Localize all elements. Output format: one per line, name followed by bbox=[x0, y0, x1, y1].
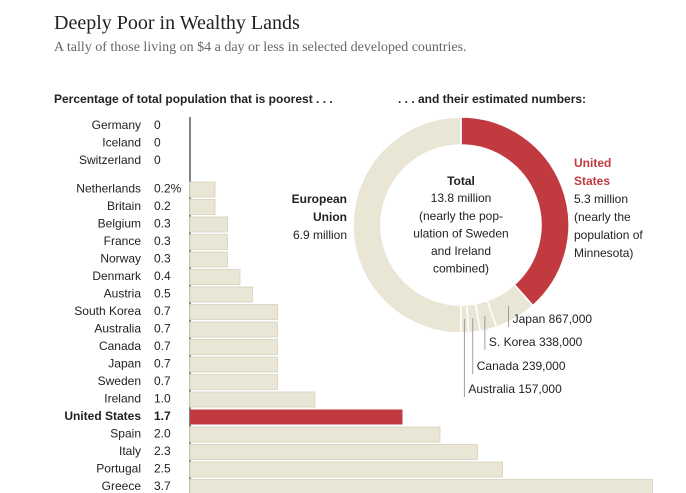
category-label: Sweden bbox=[98, 374, 141, 388]
us-label: United States 5.3 million (nearly the popul… bbox=[574, 154, 643, 262]
category-label: Greece bbox=[102, 479, 142, 493]
segment-label: Australia 157,000 bbox=[468, 382, 562, 396]
bar bbox=[189, 374, 278, 390]
bar bbox=[189, 251, 228, 268]
donut-segment bbox=[460, 116, 570, 307]
bar bbox=[189, 234, 228, 250]
value-label: 1.0 bbox=[154, 392, 171, 406]
segment-label: S. Korea 338,000 bbox=[489, 335, 583, 349]
category-label: Denmark bbox=[92, 269, 142, 283]
category-label: Austria bbox=[104, 287, 142, 301]
donut-segment bbox=[352, 116, 462, 334]
value-label: 0.7 bbox=[154, 357, 171, 371]
value-label: 0.7 bbox=[154, 304, 171, 318]
bar bbox=[189, 321, 278, 338]
category-label: Norway bbox=[100, 252, 141, 266]
segment-label: Japan 867,000 bbox=[513, 312, 593, 326]
category-label: Spain bbox=[110, 427, 141, 441]
segment-value: 867,000 bbox=[549, 312, 593, 326]
bar bbox=[189, 199, 216, 215]
segment-value: 6.9 million bbox=[292, 228, 347, 242]
segment-name: United States bbox=[574, 156, 612, 188]
segment-value: 239,000 bbox=[522, 359, 566, 373]
donut-title: . . . and their estimated numbers: bbox=[398, 92, 586, 106]
value-label: 0 bbox=[154, 153, 161, 167]
page-title: Deeply Poor in Wealthy Lands bbox=[54, 12, 300, 34]
value-label: 0.7 bbox=[154, 374, 171, 388]
category-label: South Korea bbox=[74, 304, 141, 318]
segment-label: Canada 239,000 bbox=[477, 359, 566, 373]
value-label: 0.7 bbox=[154, 322, 171, 336]
value-label: 0.3 bbox=[154, 217, 171, 231]
bar bbox=[189, 216, 228, 233]
segment-value: 338,000 bbox=[539, 335, 583, 349]
value-label: 0.7 bbox=[154, 339, 171, 353]
total-note: ulation of Sweden bbox=[413, 227, 508, 241]
value-label: 2.5 bbox=[154, 462, 171, 476]
value-label: 0.4 bbox=[154, 269, 171, 283]
category-label: Iceland bbox=[102, 136, 141, 150]
category-label: Germany bbox=[92, 118, 141, 132]
bar bbox=[189, 479, 653, 493]
category-label: United States bbox=[64, 409, 141, 423]
value-label: 2.0 bbox=[154, 427, 171, 441]
bar bbox=[189, 461, 503, 478]
segment-value: 5.3 million bbox=[574, 192, 629, 206]
category-label: Australia bbox=[94, 322, 141, 336]
category-label: Britain bbox=[107, 199, 141, 213]
value-label: 2.3 bbox=[154, 444, 171, 458]
segment-name: S. Korea bbox=[489, 335, 536, 349]
bar bbox=[189, 181, 216, 198]
segment-note: (nearly the bbox=[574, 210, 631, 224]
value-label: 0 bbox=[154, 136, 161, 150]
page-subtitle: A tally of those living on $4 a day or l… bbox=[54, 40, 467, 55]
category-label: Portugal bbox=[96, 462, 141, 476]
segment-note: Minnesota) bbox=[574, 246, 634, 260]
total-note: combined) bbox=[433, 262, 489, 276]
total-note: (nearly the pop- bbox=[419, 209, 503, 223]
bar bbox=[189, 269, 241, 285]
category-label: Netherlands bbox=[76, 182, 141, 196]
category-label: Italy bbox=[119, 444, 141, 458]
bar bbox=[189, 444, 478, 460]
total-value: 13.8 million bbox=[431, 191, 492, 205]
eu-label: European Union 6.9 million bbox=[277, 190, 347, 244]
value-label: 0.2 bbox=[154, 199, 171, 213]
value-label: 0.2% bbox=[154, 182, 182, 196]
value-label: 0 bbox=[154, 118, 161, 132]
segment-name: Australia bbox=[468, 382, 515, 396]
segment-note: population of bbox=[574, 228, 643, 242]
category-label: France bbox=[104, 234, 142, 248]
category-label: Canada bbox=[99, 339, 141, 353]
value-label: 0.3 bbox=[154, 252, 171, 266]
category-label: Japan bbox=[108, 357, 141, 371]
bar bbox=[189, 356, 278, 373]
value-label: 3.7 bbox=[154, 479, 171, 493]
value-label: 0.5 bbox=[154, 287, 171, 301]
donut-segment bbox=[460, 303, 470, 334]
segment-value: 157,000 bbox=[518, 382, 562, 396]
bar bbox=[189, 339, 278, 355]
value-label: 1.7 bbox=[154, 409, 171, 423]
total-note: and Ireland bbox=[431, 244, 491, 258]
category-label: Ireland bbox=[104, 392, 141, 406]
bar bbox=[190, 409, 403, 425]
bar bbox=[189, 426, 441, 443]
segment-name: Canada bbox=[477, 359, 519, 373]
segment-name: European Union bbox=[291, 192, 347, 224]
bar bbox=[189, 304, 278, 320]
bar-title: Percentage of total population that is p… bbox=[54, 92, 333, 106]
bar bbox=[189, 391, 316, 408]
bar bbox=[189, 286, 253, 303]
segment-name: Japan bbox=[513, 312, 546, 326]
value-label: 0.3 bbox=[154, 234, 171, 248]
total-title: Total bbox=[447, 174, 475, 188]
category-label: Belgium bbox=[98, 217, 141, 231]
category-label: Switzerland bbox=[79, 153, 141, 167]
